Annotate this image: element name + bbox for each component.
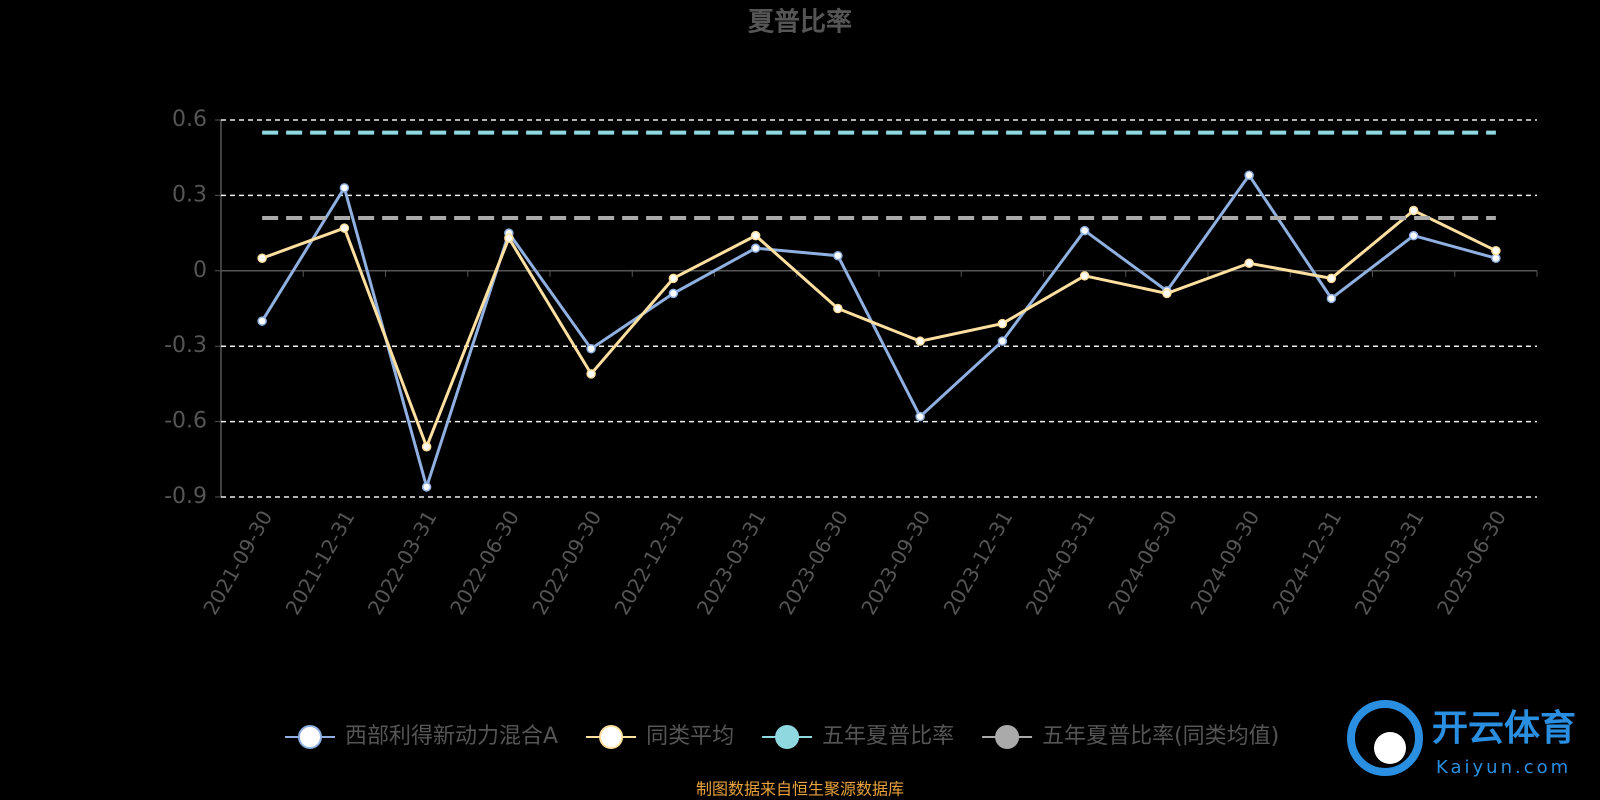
legend-label: 同类平均	[646, 724, 734, 749]
source-note: 制图数据来自恒生聚源数据库	[696, 780, 904, 799]
legend-marker	[599, 725, 624, 749]
series-line	[260, 172, 1497, 493]
legend-item: 西部利得新动力混合A	[285, 724, 558, 749]
y-tick-label: 0.6	[172, 107, 207, 132]
data-point	[750, 230, 761, 241]
data-point	[997, 336, 1008, 346]
chart-title: 夏普比率	[748, 7, 852, 38]
data-point	[421, 441, 432, 452]
legend-label: 西部利得新动力混合A	[345, 724, 558, 749]
data-point	[915, 336, 925, 346]
y-tick-label: 0.3	[172, 182, 207, 207]
series-line	[261, 208, 1497, 451]
data-point	[1408, 230, 1419, 241]
data-point	[339, 183, 350, 193]
watermark-site: Kaiyun.com	[1436, 757, 1571, 778]
data-point	[257, 253, 267, 263]
data-point	[1079, 225, 1090, 236]
legend-marker	[775, 725, 800, 749]
data-point	[750, 243, 761, 253]
watermark: 开云体育 Kaiyun.com	[1347, 700, 1576, 778]
data-point	[1162, 288, 1172, 299]
data-point	[1244, 258, 1254, 269]
y-tick-label: -0.3	[164, 333, 207, 358]
data-point	[1491, 245, 1501, 256]
legend-label: 五年夏普比率(同类均值)	[1042, 724, 1279, 749]
data-point	[668, 288, 679, 299]
y-tick-label: 0	[193, 258, 207, 283]
data-point	[339, 223, 350, 233]
data-point	[833, 303, 843, 314]
data-point	[833, 250, 843, 261]
legend-label: 五年夏普比率	[822, 724, 954, 749]
data-point	[1326, 273, 1337, 284]
data-point	[1408, 205, 1419, 216]
y-tick-label: -0.6	[164, 409, 207, 434]
data-point	[586, 343, 596, 354]
data-point	[915, 411, 925, 422]
watermark-ball	[1374, 732, 1406, 764]
data-point	[668, 273, 679, 284]
data-point	[421, 482, 432, 492]
data-point	[997, 318, 1008, 329]
watermark-logo	[1347, 700, 1423, 776]
data-point	[504, 233, 514, 243]
legend-item: 五年夏普比率(同类均值)	[982, 724, 1279, 749]
legend-marker	[298, 725, 322, 749]
legend-item: 五年夏普比率	[762, 724, 954, 749]
data-point	[586, 369, 596, 379]
legend-item: 同类平均	[586, 724, 734, 749]
data-point	[257, 316, 267, 326]
data-point	[1326, 293, 1337, 304]
data-point	[1244, 170, 1254, 181]
y-tick-label: -0.9	[164, 484, 207, 509]
legend-marker	[995, 725, 1020, 749]
watermark-brand: 开云体育	[1432, 708, 1576, 749]
data-point	[1079, 271, 1090, 281]
